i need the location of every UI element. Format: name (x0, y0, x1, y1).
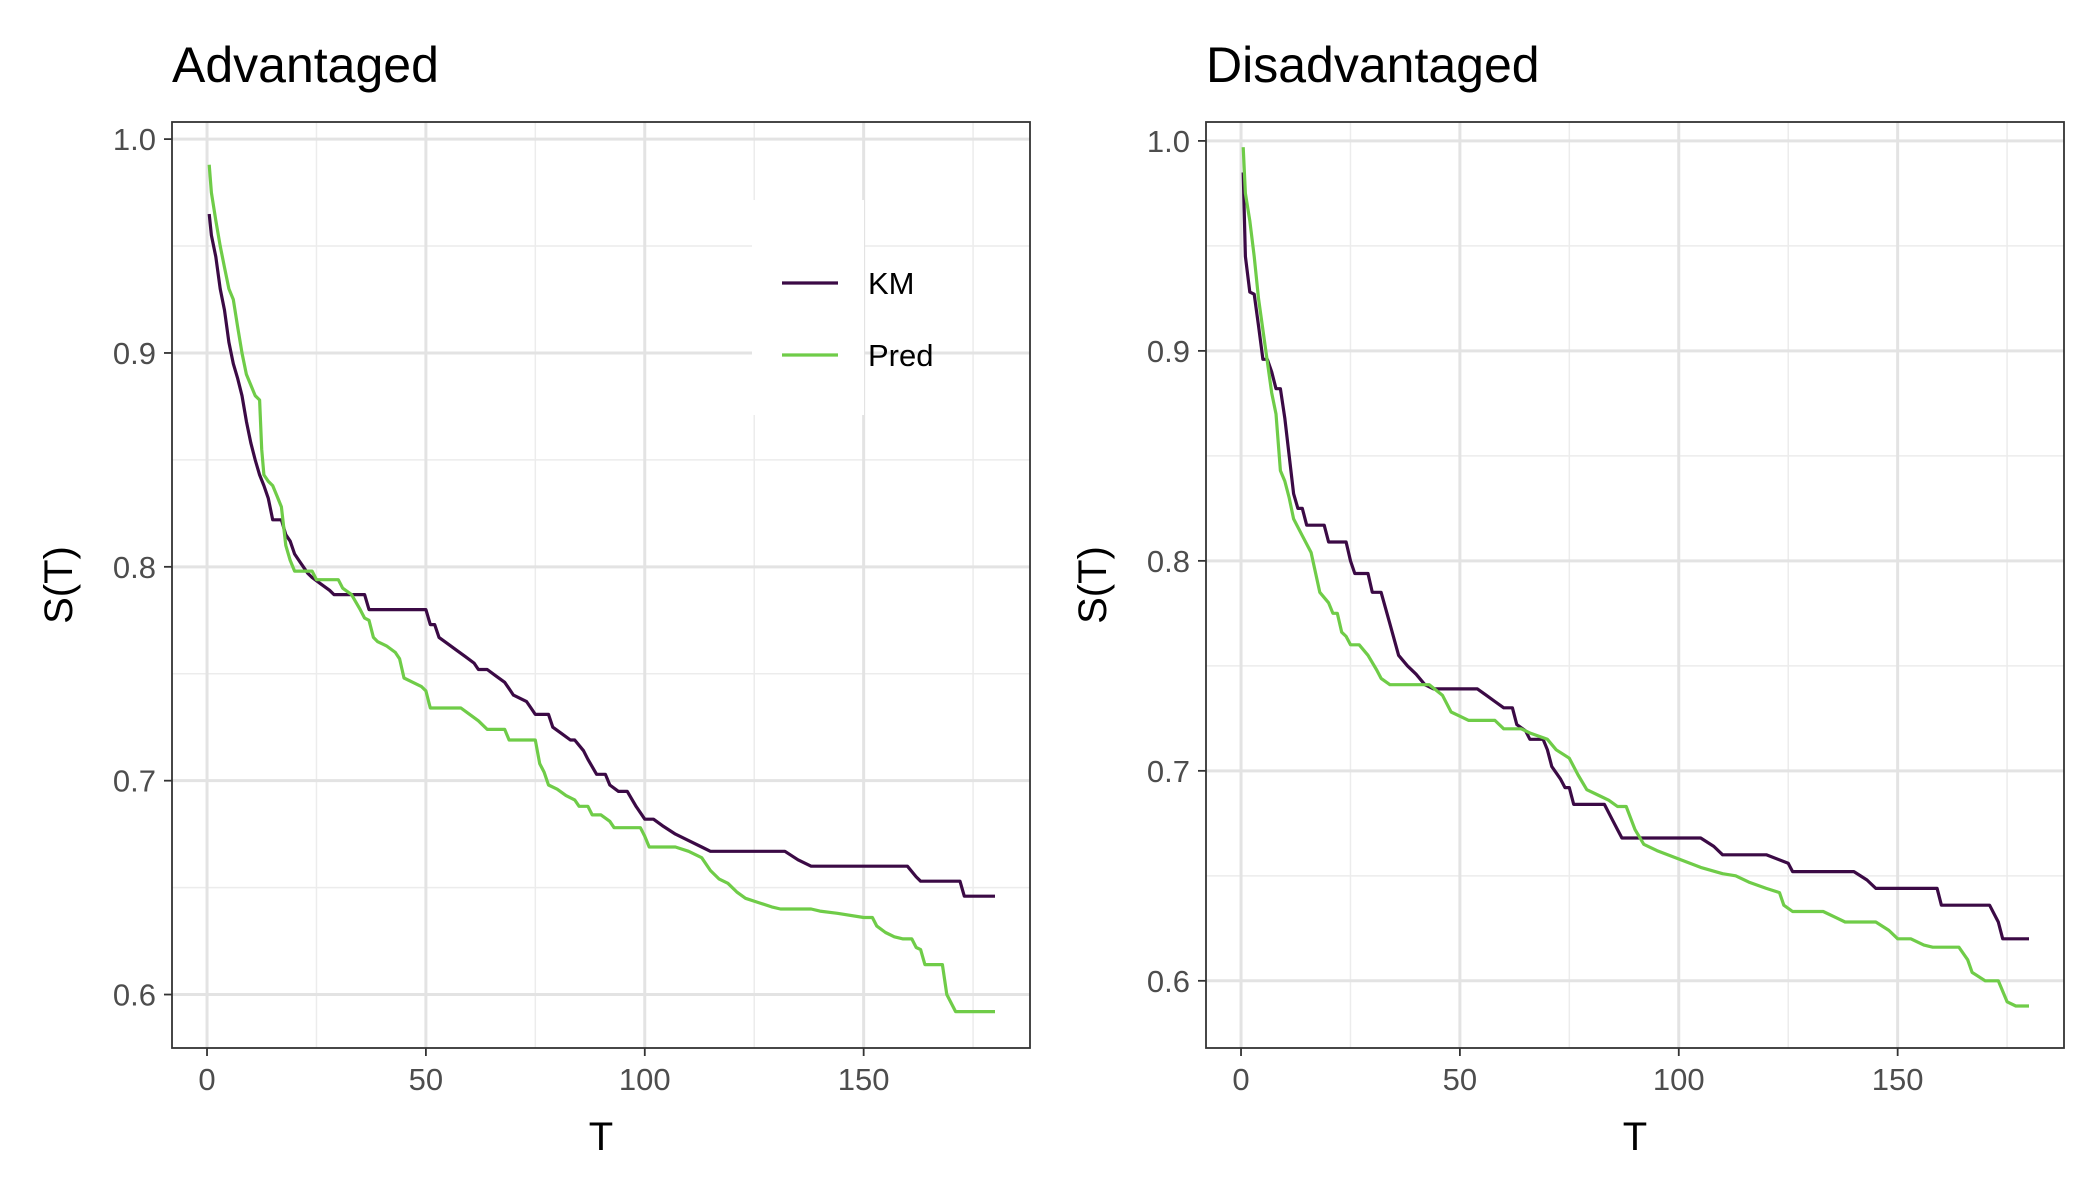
x-tick-label: 50 (1443, 1062, 1477, 1097)
series-line-km (207, 213, 995, 898)
x-tick-label: 0 (198, 1062, 215, 1097)
plot-background (1206, 122, 2064, 1048)
chart-panel-1: 0 50 100 150 0.6 0.7 0.8 0.9 1.0 Advantaged T S(T) K… (37, 37, 1031, 1159)
legend-background (752, 200, 864, 415)
x-tick-label: 0 (1232, 1062, 1249, 1097)
grid (1206, 122, 2064, 1048)
y-tick-label: 1.0 (1147, 124, 1190, 159)
y-axis-title: S(T) (37, 546, 81, 624)
series-line-pred (207, 164, 995, 1014)
x-tick-label: 50 (409, 1062, 443, 1097)
x-tick-label: 150 (1872, 1062, 1924, 1097)
chart-panel-2: 0 50 100 150 0.6 0.7 0.8 0.9 1.0 Disadvantaged T S(… (1071, 37, 2065, 1159)
y-tick-label: 0.6 (1147, 964, 1190, 999)
y-tick-label: 0.7 (1147, 754, 1190, 789)
panel-border (1205, 121, 2065, 1049)
x-tick-label: 150 (838, 1062, 890, 1097)
y-tick-label: 1.0 (113, 122, 156, 157)
y-axis-title: S(T) (1071, 546, 1115, 624)
series-line-pred (1241, 147, 2029, 1008)
series-line-km (1241, 172, 2029, 941)
x-tick-label: 100 (1653, 1062, 1705, 1097)
y-tick-label: 0.6 (113, 978, 156, 1013)
plot-background (172, 122, 1030, 1048)
x-axis-title: T (1623, 1115, 1647, 1159)
y-tick-label: 0.8 (1147, 544, 1190, 579)
y-tick-label: 0.9 (1147, 334, 1190, 369)
y-tick-label: 0.9 (113, 336, 156, 371)
panel-title: Advantaged (172, 37, 439, 93)
y-tick-label: 0.8 (113, 550, 156, 585)
x-axis-title: T (589, 1115, 613, 1159)
y-tick-label: 0.7 (113, 764, 156, 799)
panel-title: Disadvantaged (1206, 37, 1540, 93)
legend: KM Pred (752, 200, 933, 415)
legend-label-km: KM (868, 266, 915, 301)
panel-border (171, 121, 1031, 1049)
x-tick-label: 100 (619, 1062, 671, 1097)
legend-label-pred: Pred (868, 338, 933, 373)
